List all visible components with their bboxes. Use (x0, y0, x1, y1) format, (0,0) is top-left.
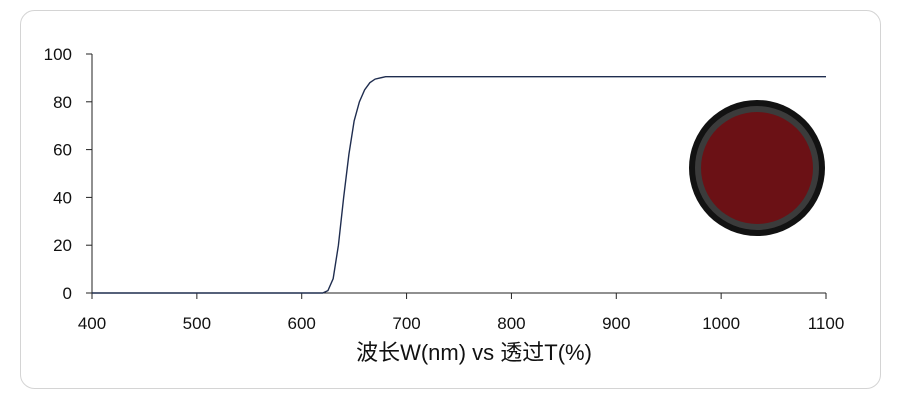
x-tick-label: 1000 (702, 314, 740, 333)
y-tick-label: 80 (53, 93, 72, 112)
x-tick-label: 400 (78, 314, 106, 333)
x-tick-label: 600 (288, 314, 316, 333)
y-tick-label: 0 (63, 284, 72, 303)
filter-glass (701, 112, 813, 224)
x-tick-label: 900 (602, 314, 630, 333)
x-tick-label: 500 (183, 314, 211, 333)
data-line (92, 76, 826, 294)
x-axis-label: 波长W(nm) vs 透过T(%) (356, 340, 592, 365)
y-tick-label: 60 (53, 141, 72, 160)
y-tick-label: 100 (44, 45, 72, 64)
x-tick-label: 700 (392, 314, 420, 333)
filter-image (682, 98, 832, 240)
card (20, 10, 881, 389)
x-tick-label: 1100 (808, 314, 845, 333)
x-tick-label: 800 (497, 314, 525, 333)
y-tick-label: 40 (53, 188, 72, 207)
y-tick-label: 20 (53, 236, 72, 255)
